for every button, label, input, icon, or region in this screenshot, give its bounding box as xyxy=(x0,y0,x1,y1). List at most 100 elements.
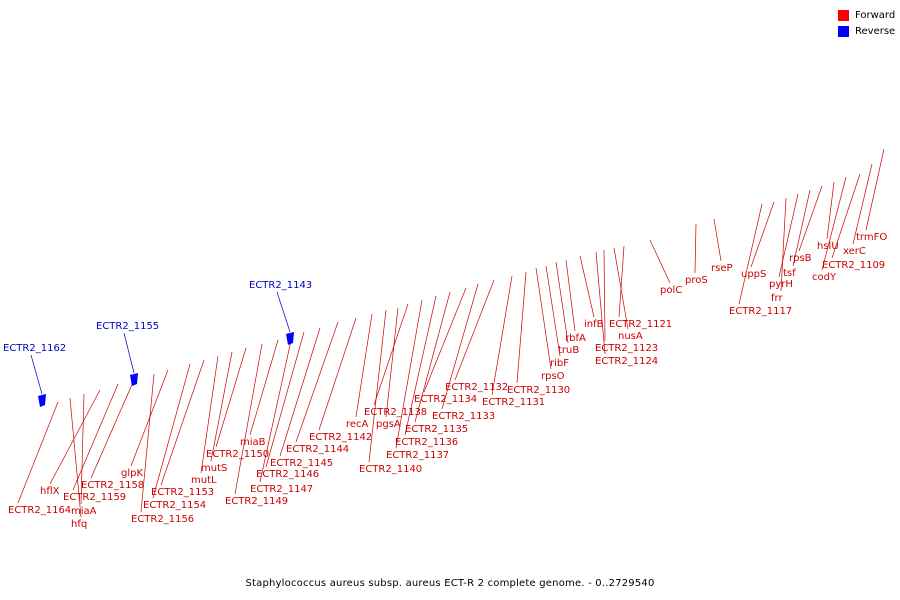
label-leader xyxy=(368,309,387,463)
reverse-gene-label: ECTR2_1155 xyxy=(96,321,159,332)
label-leader xyxy=(80,393,85,505)
label-leader xyxy=(821,176,847,271)
legend-forward-label: Forward xyxy=(855,9,896,21)
label-leader xyxy=(649,239,671,284)
forward-gene-label: tsf xyxy=(783,268,796,279)
forward-gene-label: xerC xyxy=(843,246,866,257)
forward-gene-label: ECTR2_1159 xyxy=(63,492,126,503)
label-leader xyxy=(826,181,835,240)
label-leader xyxy=(545,265,561,357)
label-leader xyxy=(603,249,606,342)
forward-gene-label: mutL xyxy=(191,475,217,486)
label-leader xyxy=(852,163,873,245)
label-leader xyxy=(385,307,399,418)
label-leader xyxy=(441,283,479,410)
label-leader xyxy=(778,193,799,278)
label-leader xyxy=(798,185,823,252)
forward-gene-label: trmFO xyxy=(856,232,887,243)
reverse-gene-label: ECTR2_1162 xyxy=(3,343,66,354)
forward-gene-label: ECTR2_1124 xyxy=(595,356,658,367)
forward-gene-label: ribF xyxy=(550,358,569,369)
forward-gene-label: ECTR2_1140 xyxy=(359,464,422,475)
label-leader xyxy=(249,339,279,436)
forward-gene-label: ECTR2_1138 xyxy=(364,407,427,418)
forward-gene-label: ECTR2_1131 xyxy=(482,397,545,408)
reverse-gene-label: ECTR2_1143 xyxy=(249,280,312,291)
label-leader xyxy=(210,351,233,462)
genome-caption: Staphylococcus aureus subsp. aureus ECT-… xyxy=(245,578,655,589)
label-leader xyxy=(355,313,373,418)
label-leader xyxy=(276,291,291,333)
label-leader xyxy=(215,347,247,448)
label-leader xyxy=(535,267,552,370)
forward-gene-label: ECTR2_1117 xyxy=(729,306,792,317)
label-leader xyxy=(160,359,205,486)
label-leader xyxy=(713,218,722,262)
forward-gene-label: ECTR2_1154 xyxy=(143,500,206,511)
forward-gene-label: rpsO xyxy=(541,371,565,382)
forward-gene-label: ECTR2_1149 xyxy=(225,496,288,507)
forward-gene-label: ECTR2_1146 xyxy=(256,469,319,480)
forward-gene-label: codY xyxy=(812,272,837,283)
forward-gene-label: ECTR2_1156 xyxy=(131,514,194,525)
forward-gene-label: ECTR2_1121 xyxy=(609,319,672,330)
forward-gene-label: ECTR2_1145 xyxy=(270,458,333,469)
legend-reverse: Reverse xyxy=(838,24,895,38)
label-leader xyxy=(555,261,569,344)
forward-gene-label: rpsB xyxy=(789,253,812,264)
forward-gene-label: pyrH xyxy=(769,279,793,290)
forward-gene-label: pgsA xyxy=(376,419,401,430)
legend-forward: Forward xyxy=(838,8,895,22)
forward-gene-label: polC xyxy=(660,285,682,296)
forward-gene-label: ECTR2_1158 xyxy=(81,480,144,491)
legend: Forward Reverse xyxy=(838,8,895,40)
reverse-gene xyxy=(130,373,138,386)
label-leader xyxy=(780,197,787,292)
forward-gene-label: ECTR2_1150 xyxy=(206,449,269,460)
label-leader xyxy=(318,317,357,431)
forward-gene-label: frr xyxy=(771,293,783,304)
label-leader xyxy=(90,379,135,479)
label-leader xyxy=(123,332,135,374)
forward-gene-label: uppS xyxy=(741,269,766,280)
forward-gene-label: ECTR2_1153 xyxy=(151,487,214,498)
label-leader xyxy=(750,201,775,268)
forward-gene-label: ECTR2_1130 xyxy=(507,385,570,396)
label-leader xyxy=(69,397,82,518)
reverse-gene xyxy=(38,394,46,407)
forward-gene-label: hfq xyxy=(71,519,87,530)
forward-gene-label: nusA xyxy=(618,331,643,342)
forward-gene-label: proS xyxy=(685,275,708,286)
forward-gene-label: ECTR2_1164 xyxy=(8,505,71,516)
forward-gene-label: hflX xyxy=(40,486,60,497)
label-leader xyxy=(414,291,451,423)
forward-gene-label: recA xyxy=(346,419,369,430)
forward-gene-label: ECTR2_1136 xyxy=(395,437,458,448)
forward-gene-label: mutS xyxy=(201,463,227,474)
label-leader xyxy=(17,401,59,504)
label-leader xyxy=(454,279,495,381)
forward-gene-label: truB xyxy=(558,345,579,356)
forward-swatch xyxy=(838,9,849,21)
label-leader xyxy=(618,245,625,318)
label-leader xyxy=(792,189,811,267)
forward-gene-label: ECTR2_1132 xyxy=(445,382,508,393)
label-leader xyxy=(694,223,697,274)
forward-gene-label: ECTR2_1133 xyxy=(432,411,495,422)
label-leader xyxy=(565,259,576,332)
label-leader xyxy=(265,331,305,468)
forward-gene-label: ECTR2_1137 xyxy=(386,450,449,461)
label-leader xyxy=(200,355,219,474)
label-leader xyxy=(234,343,263,495)
forward-gene-label: ECTR2_1123 xyxy=(595,343,658,354)
label-leader xyxy=(613,247,629,330)
label-leader xyxy=(865,148,885,231)
forward-gene-label: ECTR2_1147 xyxy=(250,484,313,495)
forward-gene-label: ECTR2_1134 xyxy=(414,394,477,405)
forward-gene-label: miaB xyxy=(240,437,266,448)
forward-gene-label: ECTR2_1144 xyxy=(286,444,349,455)
label-leader xyxy=(49,389,101,485)
label-leader xyxy=(516,271,527,384)
label-leader xyxy=(259,335,293,483)
